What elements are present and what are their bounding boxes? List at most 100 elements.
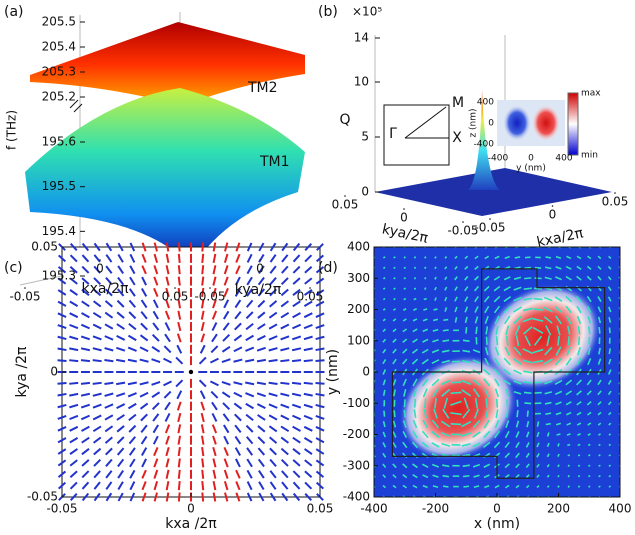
field-arrow — [545, 256, 552, 259]
polarization-dash — [81, 459, 90, 467]
field-arrow — [472, 442, 481, 448]
field-arrow — [536, 453, 540, 458]
polarization-dash — [201, 276, 205, 286]
polarization-dash — [163, 380, 173, 387]
field-arrow — [607, 390, 612, 396]
polarization-dash — [105, 265, 113, 274]
field-arrow — [484, 347, 489, 356]
field-arrow — [597, 411, 602, 416]
field-arrow — [608, 433, 612, 436]
field-arrow — [473, 485, 480, 489]
polarization-dash — [165, 481, 170, 491]
field-arrow — [483, 275, 490, 281]
polarization-dash — [140, 435, 148, 445]
field-arrow — [618, 401, 620, 406]
polarization-dash — [177, 276, 181, 286]
field-arrow — [411, 348, 419, 354]
field-arrow — [598, 454, 601, 457]
polarization-dash — [257, 311, 266, 319]
field-arrow — [392, 379, 397, 386]
polarization-dash — [280, 414, 290, 421]
field-arrow — [403, 287, 406, 290]
field-arrow — [374, 328, 376, 332]
field-arrow — [577, 347, 581, 356]
field-arrow — [393, 287, 396, 290]
field-arrow — [522, 307, 533, 312]
polarization-dash — [235, 265, 241, 275]
field-arrow — [588, 464, 591, 467]
polarization-dash — [117, 469, 124, 479]
field-arrow — [504, 430, 510, 439]
field-arrow — [412, 338, 418, 343]
polarization-dash — [128, 447, 136, 456]
field-arrow — [532, 317, 544, 322]
polarization-dash — [151, 391, 161, 399]
polarization-dash — [291, 347, 302, 352]
y-tick-label: -200 — [343, 427, 370, 441]
panel-label: (b) — [318, 4, 338, 20]
field-arrow — [402, 318, 407, 322]
field-arrow — [403, 409, 407, 418]
panel-label: (d) — [318, 260, 338, 276]
polarization-dash — [69, 300, 79, 307]
polarization-dash — [57, 470, 67, 478]
field-arrow — [454, 317, 458, 323]
field-arrow — [587, 357, 592, 366]
field-arrow — [450, 412, 462, 416]
field-arrow — [598, 443, 601, 447]
field-arrow — [494, 346, 500, 356]
field-arrow — [525, 474, 530, 479]
field-arrow — [402, 328, 408, 333]
polarization-dash — [81, 312, 90, 319]
field-arrow — [588, 454, 591, 457]
field-arrow — [546, 432, 550, 437]
polarization-dash — [304, 492, 313, 502]
z-axis-label: f (THz) — [5, 110, 19, 150]
break-mark — [73, 103, 83, 113]
polarization-dash — [221, 345, 231, 353]
polarization-dash — [292, 492, 301, 502]
polarization-dash — [212, 253, 217, 263]
field-arrow — [442, 464, 450, 468]
field-arrow — [393, 389, 396, 397]
polarization-dash — [57, 324, 67, 330]
polarization-dash — [116, 381, 126, 386]
polarization-dash — [291, 359, 302, 363]
polarization-dash — [93, 492, 101, 502]
polarization-dash — [315, 403, 325, 409]
field-arrow — [526, 420, 530, 428]
polarization-dash — [69, 347, 79, 352]
polarization-dash — [234, 311, 242, 320]
polarization-dash — [165, 287, 170, 298]
bz-square — [383, 104, 450, 166]
field-arrow — [382, 442, 387, 448]
mode-lobe — [532, 105, 560, 141]
field-arrow — [504, 474, 510, 479]
field-arrow — [544, 346, 553, 356]
z-tick-label: 195.3 — [42, 269, 76, 283]
polarization-dash — [57, 481, 67, 490]
x-tick — [174, 287, 176, 289]
field-arrow — [532, 326, 544, 334]
polarization-dash — [212, 458, 217, 468]
field-arrow — [503, 305, 512, 314]
field-arrow — [504, 315, 511, 325]
field-arrow — [545, 422, 551, 426]
field-arrow — [382, 389, 386, 396]
field-arrow — [454, 255, 458, 260]
x-tick-label: -400 — [360, 502, 387, 516]
polarization-dash — [269, 300, 278, 308]
field-arrow — [587, 347, 591, 355]
field-arrow — [577, 326, 581, 335]
bic-point — [188, 369, 194, 375]
field-arrow — [554, 357, 563, 366]
field-arrow — [532, 348, 544, 354]
polarization-dash — [315, 324, 325, 330]
polarization-dash — [201, 287, 205, 298]
y-tick — [259, 259, 261, 261]
polarization-dash — [175, 356, 184, 365]
field-arrow — [515, 335, 520, 347]
polarization-dash — [165, 265, 170, 275]
field-arrow — [413, 409, 417, 419]
